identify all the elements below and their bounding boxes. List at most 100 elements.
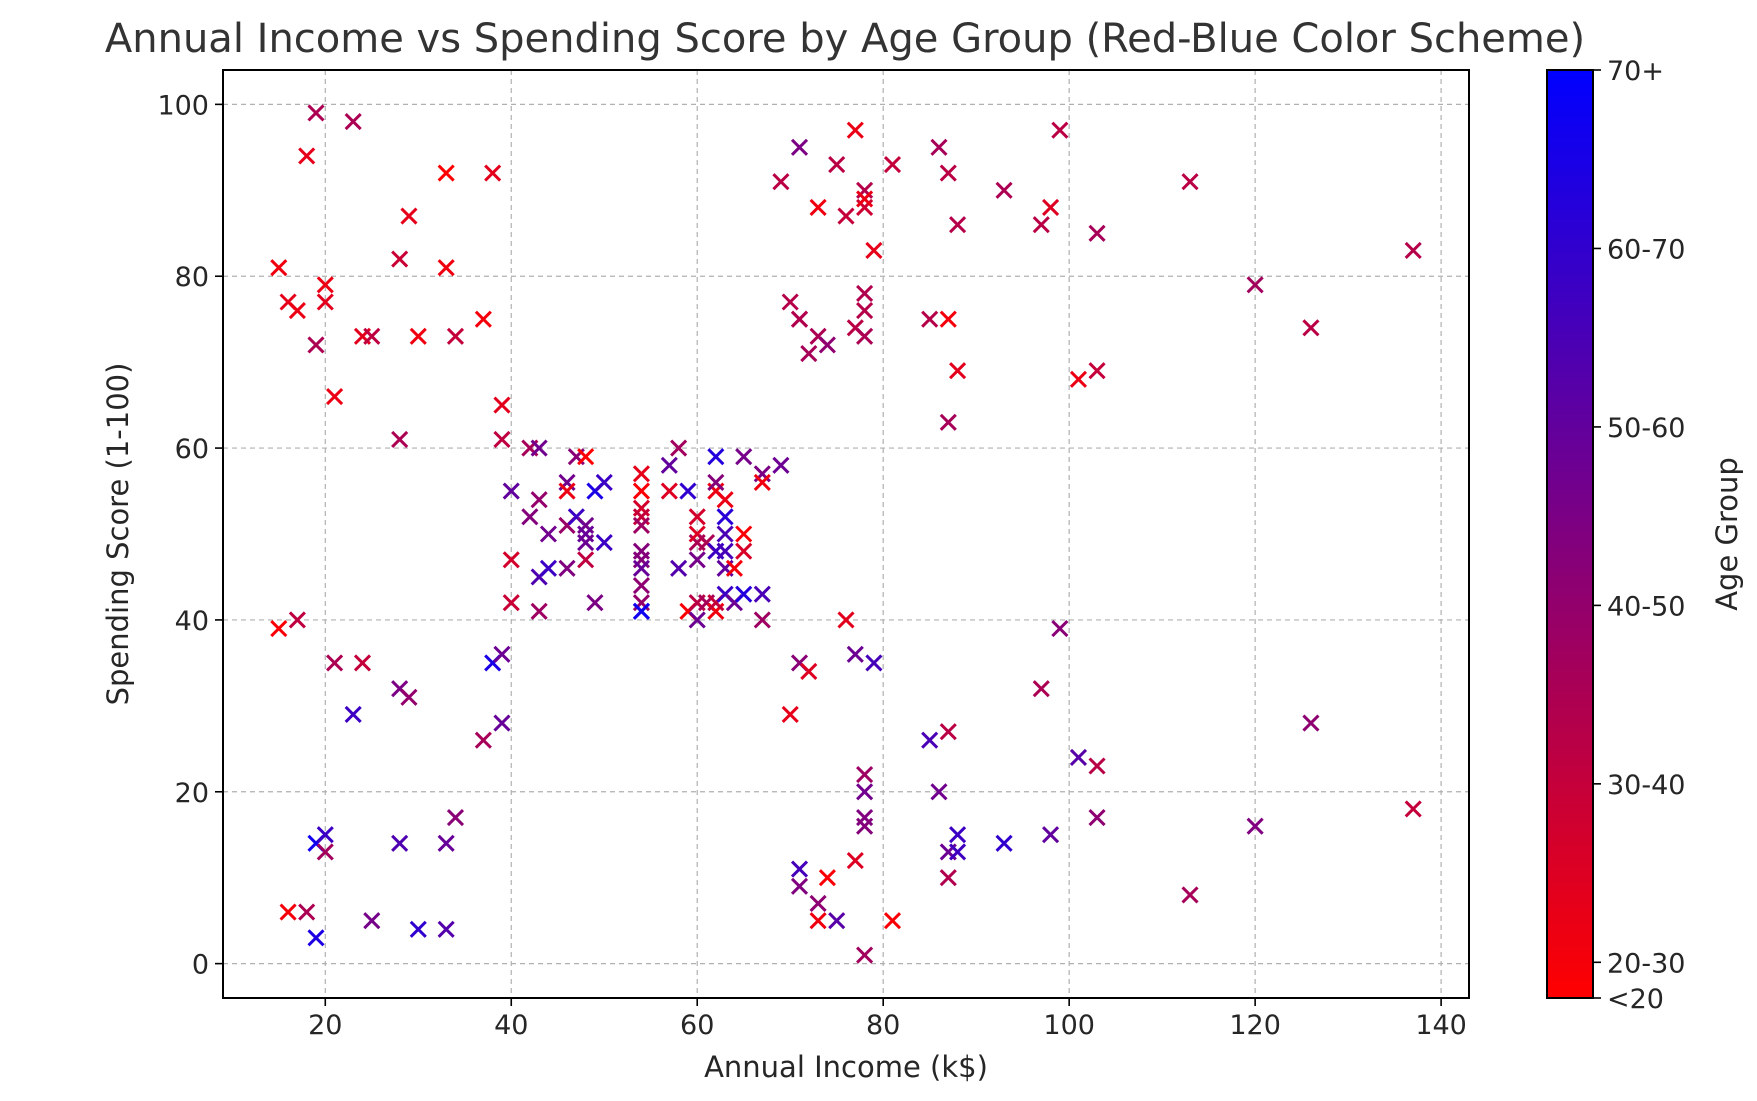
data-point-x-marker bbox=[856, 766, 874, 784]
y-tick-label: 20 bbox=[175, 778, 209, 809]
data-point-x-marker bbox=[670, 439, 688, 457]
data-point-x-marker bbox=[1032, 216, 1050, 234]
data-point-x-marker bbox=[391, 250, 409, 268]
data-point-x-marker bbox=[474, 731, 492, 749]
colorbar-tick-label: 30-40 bbox=[1607, 770, 1685, 801]
data-point-x-marker bbox=[437, 164, 455, 182]
data-point-x-marker bbox=[530, 491, 548, 509]
data-point-x-marker bbox=[1181, 886, 1199, 904]
data-point-x-marker bbox=[344, 112, 362, 131]
x-tick-label: 20 bbox=[308, 1010, 342, 1041]
data-point-x-marker bbox=[828, 155, 846, 174]
data-point-x-marker bbox=[1088, 362, 1106, 380]
data-point-x-marker bbox=[530, 439, 548, 457]
data-point-x-marker bbox=[632, 482, 650, 500]
data-point-x-marker bbox=[595, 473, 613, 492]
data-point-x-marker bbox=[1051, 619, 1069, 638]
data-point-x-marker bbox=[725, 559, 743, 577]
data-point-x-marker bbox=[400, 688, 418, 706]
data-point-x-marker bbox=[270, 619, 288, 638]
data-point-x-marker bbox=[660, 456, 678, 474]
data-point-x-marker bbox=[437, 259, 455, 277]
data-point-x-marker bbox=[753, 473, 771, 492]
y-tick-label: 40 bbox=[175, 606, 209, 637]
data-point-x-marker bbox=[353, 654, 372, 672]
data-point-x-marker bbox=[856, 190, 874, 208]
colorbar-tick-label: 60-70 bbox=[1607, 234, 1685, 265]
data-point-x-marker bbox=[437, 920, 455, 938]
data-point-x-marker bbox=[288, 302, 306, 320]
data-point-x-marker bbox=[316, 276, 334, 294]
data-point-x-marker bbox=[772, 456, 790, 474]
plot-frame bbox=[222, 69, 1470, 999]
data-point-x-marker bbox=[846, 121, 864, 139]
data-point-x-marker bbox=[856, 327, 874, 345]
data-point-x-marker bbox=[521, 508, 539, 526]
data-point-x-marker bbox=[716, 508, 734, 526]
data-point-x-marker bbox=[446, 327, 465, 345]
data-point-x-marker bbox=[707, 448, 725, 466]
data-point-x-marker bbox=[716, 491, 734, 509]
data-point-x-marker bbox=[316, 843, 334, 861]
data-point-x-marker bbox=[530, 602, 548, 620]
data-point-x-marker bbox=[391, 430, 409, 449]
data-point-x-marker bbox=[939, 164, 957, 182]
data-point-x-marker bbox=[800, 344, 818, 363]
data-point-x-marker bbox=[781, 705, 799, 724]
data-point-x-marker bbox=[809, 912, 827, 930]
data-point-x-marker bbox=[949, 826, 967, 844]
data-point-x-marker bbox=[1088, 224, 1106, 242]
data-point-x-marker bbox=[502, 551, 520, 569]
data-point-x-marker bbox=[716, 542, 734, 560]
data-point-x-marker bbox=[558, 559, 576, 577]
data-point-x-marker bbox=[883, 912, 902, 930]
colorbar-label: Age Group bbox=[1710, 457, 1744, 611]
axis-ticks: 20 40 60 80 100 120 140 0 20 40 60 80 100 bbox=[157, 90, 1466, 1041]
data-point-x-marker bbox=[781, 293, 799, 311]
data-point-x-marker bbox=[753, 585, 771, 603]
data-point-x-marker bbox=[809, 894, 827, 913]
data-point-x-marker bbox=[502, 594, 520, 612]
colorbar-tick-label: 20-30 bbox=[1607, 948, 1685, 979]
colorbar-tick-label: 70+ bbox=[1607, 56, 1664, 87]
data-point-x-marker bbox=[363, 327, 381, 345]
data-point-x-marker bbox=[818, 869, 836, 887]
data-point-x-marker bbox=[790, 138, 809, 156]
data-point-x-marker bbox=[1246, 817, 1264, 835]
data-point-x-marker bbox=[753, 611, 771, 629]
data-point-x-marker bbox=[930, 783, 948, 801]
data-point-x-marker bbox=[363, 912, 381, 930]
data-point-x-marker bbox=[856, 284, 874, 302]
data-point-x-marker bbox=[298, 147, 316, 165]
data-point-x-marker bbox=[1404, 800, 1422, 818]
data-point-x-marker bbox=[939, 413, 957, 431]
data-point-x-marker bbox=[539, 559, 558, 577]
data-point-x-marker bbox=[484, 164, 502, 182]
y-axis-label: Spending Score (1-100) bbox=[101, 363, 135, 706]
data-point-x-marker bbox=[279, 903, 297, 921]
data-point-x-marker bbox=[837, 611, 855, 629]
colorbar-gradient bbox=[1547, 70, 1593, 998]
data-point-x-marker bbox=[577, 448, 595, 466]
data-point-x-marker bbox=[735, 585, 753, 603]
data-point-x-marker bbox=[790, 860, 809, 878]
data-point-x-marker bbox=[735, 448, 753, 466]
data-point-x-marker bbox=[632, 602, 650, 620]
data-point-x-marker bbox=[307, 104, 325, 122]
data-point-x-marker bbox=[316, 293, 334, 311]
data-point-x-marker bbox=[679, 482, 697, 500]
x-tick-label: 60 bbox=[680, 1010, 714, 1041]
data-point-x-marker bbox=[735, 525, 753, 543]
data-point-x-marker bbox=[1302, 714, 1320, 732]
data-point-x-marker bbox=[1088, 808, 1106, 827]
data-point-x-marker bbox=[735, 542, 753, 560]
data-point-x-marker bbox=[716, 525, 734, 543]
x-tick-label: 100 bbox=[1043, 1010, 1095, 1041]
data-point-x-marker bbox=[577, 551, 595, 569]
data-point-x-marker bbox=[837, 207, 855, 225]
data-point-x-marker bbox=[790, 310, 809, 328]
data-point-x-marker bbox=[493, 396, 511, 414]
data-point-x-marker bbox=[344, 705, 362, 724]
data-point-x-marker bbox=[865, 654, 883, 672]
data-point-x-marker bbox=[288, 611, 306, 629]
